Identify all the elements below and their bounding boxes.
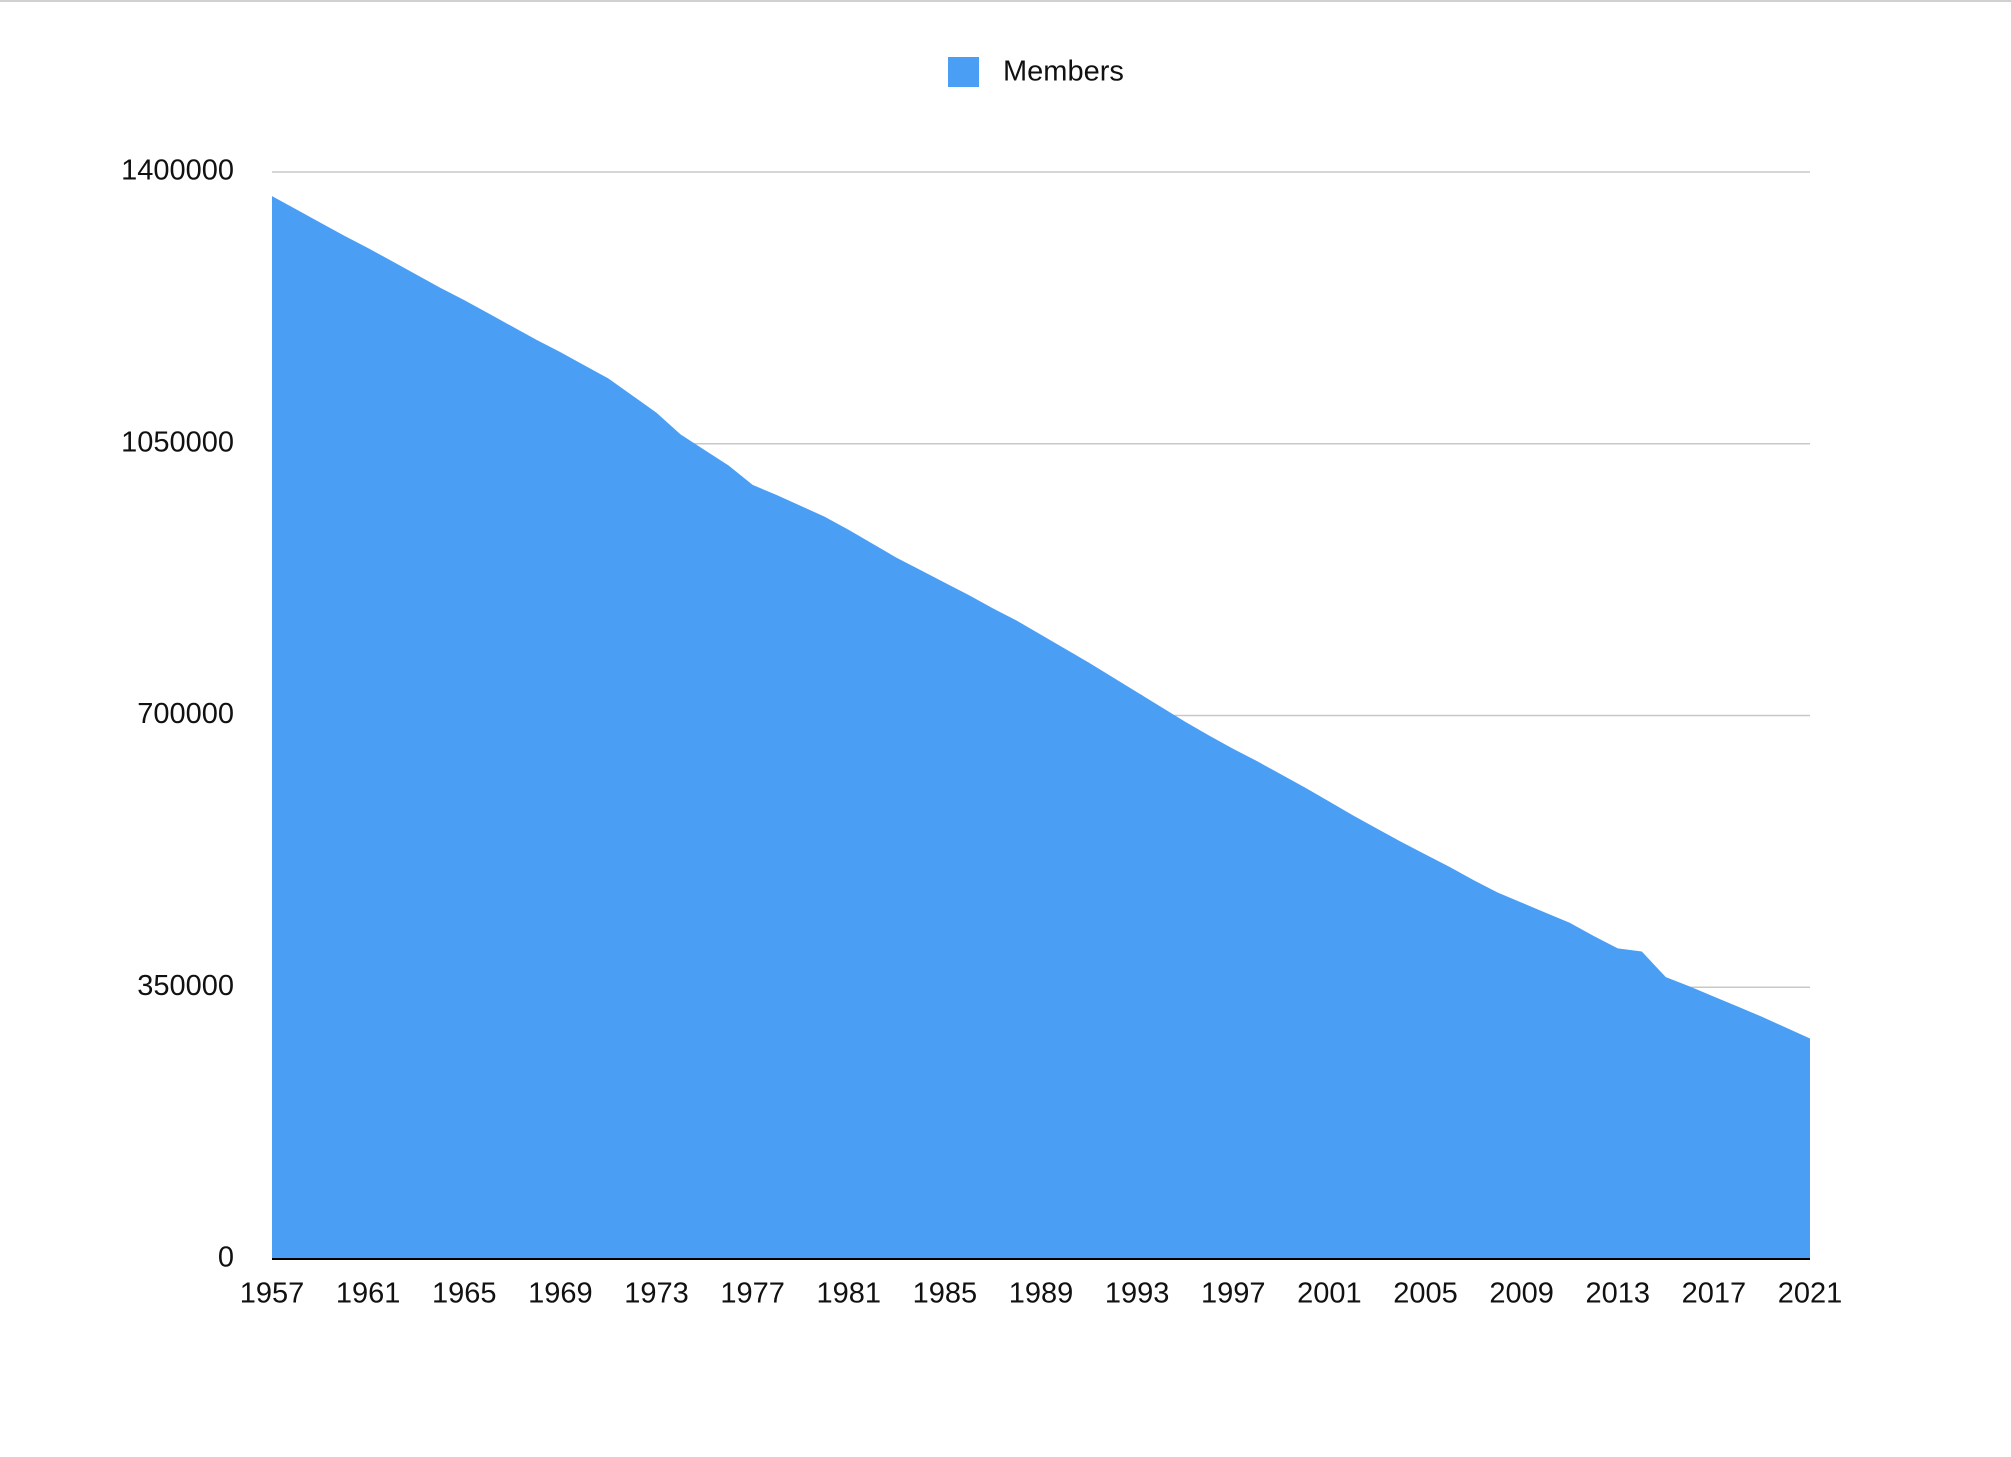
x-tick-label: 1973 [624, 1278, 689, 1310]
y-tick-label: 350000 [137, 970, 234, 1002]
x-tick-label: 2021 [1778, 1278, 1843, 1310]
x-tick-label: 1997 [1201, 1278, 1266, 1310]
x-tick-label: 1961 [336, 1278, 401, 1310]
x-tick-label: 2017 [1682, 1278, 1747, 1310]
y-tick-label: 1050000 [121, 426, 234, 458]
legend-swatch [948, 57, 979, 87]
x-tick-label: 2009 [1489, 1278, 1554, 1310]
y-tick-label: 0 [218, 1242, 234, 1274]
y-tick-label: 1400000 [121, 155, 234, 187]
x-tick-label: 1989 [1009, 1278, 1074, 1310]
x-tick-label: 1993 [1105, 1278, 1170, 1310]
x-tick-label: 1957 [240, 1278, 305, 1310]
x-tick-label: 1977 [720, 1278, 785, 1310]
x-tick-label: 2001 [1297, 1278, 1362, 1310]
x-tick-label: 2005 [1393, 1278, 1458, 1310]
x-tick-label: 1985 [913, 1278, 978, 1310]
legend-label: Members [1003, 56, 1124, 88]
x-tick-label: 1981 [816, 1278, 881, 1310]
x-tick-label: 2013 [1585, 1278, 1650, 1310]
x-tick-label: 1969 [528, 1278, 593, 1310]
x-tick-label: 1965 [432, 1278, 497, 1310]
area [272, 196, 1810, 1259]
y-tick-label: 700000 [137, 698, 234, 730]
